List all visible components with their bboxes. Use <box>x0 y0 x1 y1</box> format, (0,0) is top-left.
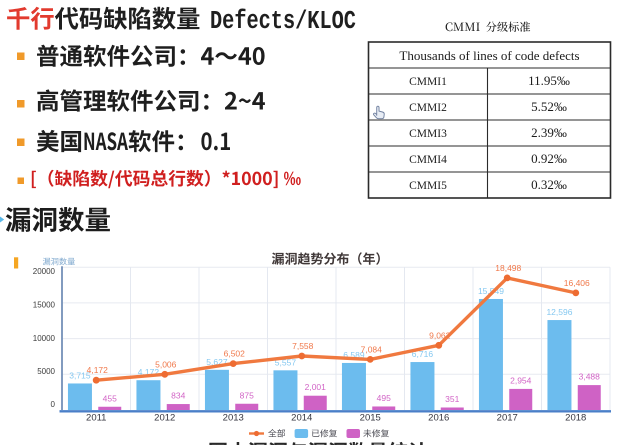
svg-text:495: 495 <box>377 393 391 403</box>
svg-text:4,172: 4,172 <box>87 365 109 375</box>
svg-text:CMMI1: CMMI1 <box>409 76 447 88</box>
svg-text:6,716: 6,716 <box>412 349 434 359</box>
svg-text:3,488: 3,488 <box>579 372 601 382</box>
svg-text:2011: 2011 <box>86 413 106 424</box>
svg-text:9,062: 9,062 <box>429 330 451 340</box>
svg-text:5.52‰: 5.52‰ <box>531 99 567 114</box>
svg-text:5,557: 5,557 <box>275 357 297 367</box>
svg-text:2017: 2017 <box>497 413 518 424</box>
svg-text:2014: 2014 <box>291 413 312 424</box>
svg-text:2015: 2015 <box>360 413 381 424</box>
svg-text:351: 351 <box>445 394 459 404</box>
svg-text:5000: 5000 <box>37 367 55 376</box>
svg-text:7,558: 7,558 <box>292 341 314 351</box>
svg-text:12,596: 12,596 <box>546 307 572 317</box>
svg-text:5,006: 5,006 <box>155 359 177 369</box>
svg-text:7,084: 7,084 <box>361 344 383 354</box>
svg-text:2012: 2012 <box>154 413 175 424</box>
svg-text:Defects/KLOC: Defects/KLOC <box>210 7 356 36</box>
svg-text:CMMI3: CMMI3 <box>409 128 447 140</box>
svg-text:2013: 2013 <box>223 413 244 424</box>
svg-text:16,406: 16,406 <box>564 278 590 288</box>
svg-text:11.95‰: 11.95‰ <box>528 73 570 88</box>
svg-text:875: 875 <box>240 390 254 400</box>
svg-text:2,954: 2,954 <box>510 375 532 385</box>
svg-text:10000: 10000 <box>33 334 56 343</box>
svg-text:2016: 2016 <box>428 413 449 424</box>
svg-text:CMMI5: CMMI5 <box>409 180 447 192</box>
svg-text:4,172: 4,172 <box>138 367 160 377</box>
svg-text:CMMI4: CMMI4 <box>409 154 447 166</box>
svg-text:6,589: 6,589 <box>343 350 365 360</box>
svg-text:20000: 20000 <box>33 267 56 276</box>
svg-text:3,715: 3,715 <box>69 370 91 380</box>
svg-text:5,627: 5,627 <box>206 357 228 367</box>
svg-text:CMMI2: CMMI2 <box>409 102 447 114</box>
svg-text:2.39‰: 2.39‰ <box>531 125 567 140</box>
svg-text:18,498: 18,498 <box>495 263 521 273</box>
svg-text:2018: 2018 <box>565 413 586 424</box>
svg-text:6,502: 6,502 <box>224 349 246 359</box>
svg-text:455: 455 <box>103 393 117 403</box>
svg-text:0.92‰: 0.92‰ <box>531 151 567 166</box>
svg-text:Thousands of lines of code def: Thousands of lines of code defects <box>399 48 579 63</box>
svg-text:15000: 15000 <box>33 301 56 310</box>
svg-text:0.32‰: 0.32‰ <box>531 177 567 192</box>
svg-text:0: 0 <box>51 400 56 409</box>
svg-text:2,001: 2,001 <box>305 382 327 392</box>
svg-text:834: 834 <box>171 391 185 401</box>
svg-text:15,549: 15,549 <box>478 286 504 296</box>
